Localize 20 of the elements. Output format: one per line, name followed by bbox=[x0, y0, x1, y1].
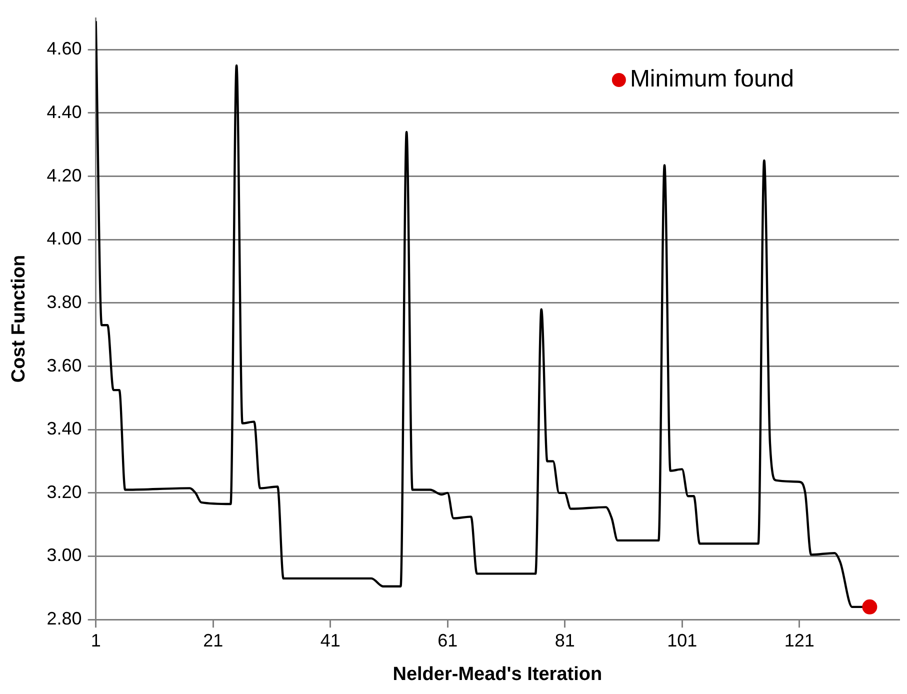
y-axis-title: Cost Function bbox=[8, 254, 30, 383]
y-tick-label: 2.80 bbox=[46, 608, 82, 629]
x-tick-label: 41 bbox=[320, 630, 340, 650]
x-tick-label: 1 bbox=[90, 630, 101, 650]
y-tick-label: 3.60 bbox=[46, 355, 82, 376]
y-tick-label: 4.20 bbox=[46, 165, 82, 186]
y-tick-label: 4.40 bbox=[46, 102, 82, 122]
x-axis-title: Nelder-Mead's Iteration bbox=[392, 664, 602, 685]
y-tick-label: 3.00 bbox=[46, 545, 82, 566]
y-tick-label: 3.80 bbox=[46, 292, 82, 312]
y-tick-label: 4.00 bbox=[46, 228, 82, 249]
x-tick-label: 61 bbox=[438, 630, 458, 650]
y-tick-label: 4.60 bbox=[46, 38, 82, 59]
x-tick-label: 81 bbox=[554, 630, 575, 650]
x-tick-label: 21 bbox=[203, 630, 224, 650]
legend-label: Minimum found bbox=[630, 66, 794, 93]
y-tick-label: 3.20 bbox=[46, 482, 82, 502]
x-tick-label: 121 bbox=[784, 630, 814, 650]
x-tick-label: 101 bbox=[667, 630, 698, 650]
y-tick-label: 3.40 bbox=[46, 418, 82, 439]
